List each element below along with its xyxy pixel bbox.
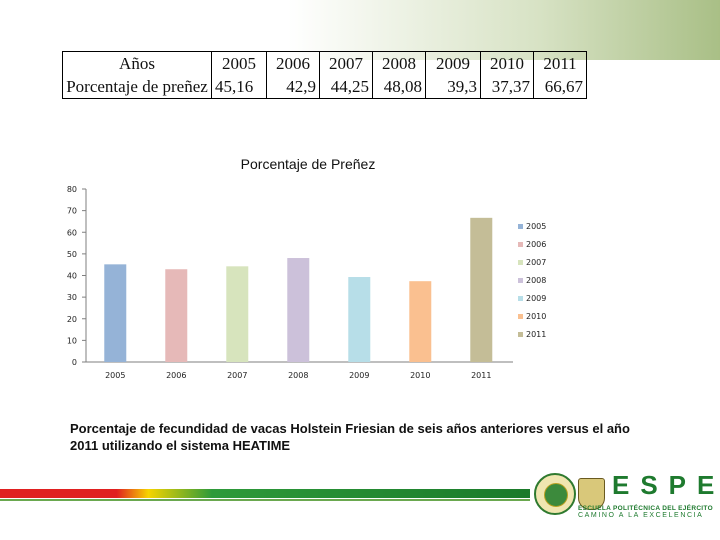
y-tick-label: 30 <box>67 293 77 302</box>
table-value: 39,3 <box>447 77 477 96</box>
table-cell-2005: 2005 45,16 <box>211 51 267 99</box>
y-tick-label: 70 <box>67 207 77 216</box>
data-table: Años Porcentaje de preñez 2005 45,16 200… <box>62 51 587 99</box>
x-tick-label: 2007 <box>227 371 247 380</box>
bar-2011 <box>470 217 493 362</box>
legend-label: 2006 <box>526 240 546 249</box>
legend-swatch <box>518 296 523 301</box>
table-year: 2011 <box>543 54 577 73</box>
brand-motto: CAMINO A LA EXCELENCIA <box>578 512 704 519</box>
table-cell-2006: 2006 42,9 <box>266 51 320 99</box>
shield-logo-icon <box>578 478 605 510</box>
legend-swatch <box>518 332 523 337</box>
university-seal-icon <box>534 473 576 515</box>
bar-2008 <box>287 258 310 362</box>
y-tick-label: 80 <box>67 185 77 194</box>
table-year: 2008 <box>382 54 416 73</box>
bars-group: 2005 2006 2007 2008 2009 2010 2011 <box>104 217 493 380</box>
table-cell-2009: 2009 39,3 <box>425 51 481 99</box>
table-cell-2010: 2010 37,37 <box>480 51 534 99</box>
table-value: 45,16 <box>215 77 254 96</box>
x-tick-label: 2008 <box>288 371 308 380</box>
table-row: Años Porcentaje de preñez 2005 45,16 200… <box>62 51 587 99</box>
legend-swatch <box>518 278 523 283</box>
legend-label: 2010 <box>526 312 546 321</box>
table-value: 48,08 <box>383 77 422 96</box>
table-cell-2008: 2008 48,08 <box>372 51 426 99</box>
x-tick-label: 2011 <box>471 371 491 380</box>
x-tick-label: 2010 <box>410 371 430 380</box>
brand-subtitle: ESCUELA POLITÉCNICA DEL EJÉRCITO <box>578 505 713 512</box>
bar-2010 <box>409 281 432 362</box>
table-year: 2009 <box>436 54 470 73</box>
table-label-years: Años <box>119 54 155 73</box>
footer-color-bar <box>0 489 530 498</box>
corner-gradient-decoration <box>0 0 720 60</box>
y-tick-label: 60 <box>67 228 77 237</box>
x-tick-label: 2009 <box>349 371 369 380</box>
y-tick-label: 50 <box>67 250 77 259</box>
bar-2006 <box>165 269 188 362</box>
bar-chart: Porcentaje de Preñez 0 10 20 30 40 50 60 70 80 2… <box>67 156 547 380</box>
table-year: 2007 <box>329 54 363 73</box>
table-value: 66,67 <box>544 77 583 96</box>
table-year: 2006 <box>276 54 310 73</box>
table-cell-2011: 2011 66,67 <box>533 51 587 99</box>
table-label-cell: Años Porcentaje de preñez <box>62 51 212 99</box>
y-tick-label: 40 <box>67 272 77 281</box>
table-value: 37,37 <box>491 77 530 96</box>
y-tick-label: 20 <box>67 315 77 324</box>
legend-swatch <box>518 242 523 247</box>
x-tick-label: 2005 <box>105 371 125 380</box>
legend-label: 2008 <box>526 276 546 285</box>
table-value: 42,9 <box>286 77 316 96</box>
table-label-percentage: Porcentaje de preñez <box>66 77 208 96</box>
chart-title: Porcentaje de Preñez <box>241 156 376 172</box>
seal-emblem-icon <box>544 483 568 507</box>
legend-swatch <box>518 224 523 229</box>
bar-2009 <box>348 277 371 362</box>
bar-2005 <box>104 264 127 362</box>
brand-name: ESPE <box>612 470 720 500</box>
legend-label: 2005 <box>526 222 546 231</box>
legend-label: 2011 <box>526 330 546 339</box>
bar-2007 <box>226 266 249 362</box>
table-year: 2010 <box>490 54 524 73</box>
legend: 2005 2006 2007 2008 2009 2010 2011 <box>518 222 546 339</box>
legend-swatch <box>518 314 523 319</box>
y-tick-label: 10 <box>67 336 77 345</box>
x-tick-label: 2006 <box>166 371 186 380</box>
table-year: 2005 <box>222 54 256 73</box>
legend-swatch <box>518 260 523 265</box>
legend-label: 2007 <box>526 258 546 267</box>
legend-label: 2009 <box>526 294 546 303</box>
table-value: 44,25 <box>330 77 369 96</box>
footer-color-line <box>0 499 530 501</box>
figure-caption: Porcentaje de fecundidad de vacas Holste… <box>70 421 630 453</box>
table-cell-2007: 2007 44,25 <box>319 51 373 99</box>
y-tick-label: 0 <box>72 358 77 367</box>
